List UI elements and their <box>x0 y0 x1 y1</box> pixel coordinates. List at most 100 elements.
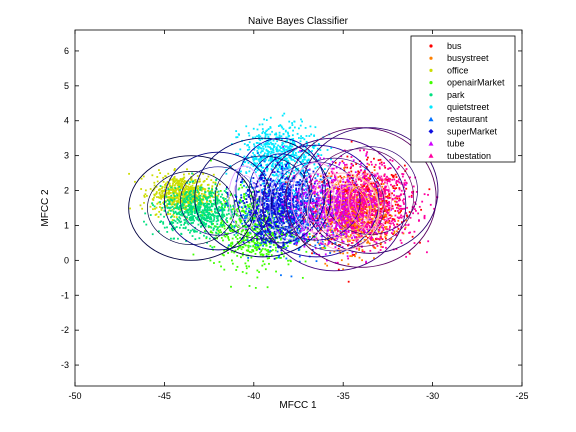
scatter-point <box>262 177 265 179</box>
scatter-point <box>262 179 265 182</box>
scatter-point <box>243 204 246 207</box>
scatter-point <box>193 186 196 189</box>
scatter-point <box>274 249 277 252</box>
scatter-point <box>262 219 264 222</box>
scatter-point <box>161 194 164 197</box>
scatter-point <box>288 171 290 174</box>
scatter-point <box>249 211 252 214</box>
scatter-point <box>379 210 382 213</box>
scatter-point <box>200 198 203 201</box>
scatter-point <box>269 202 272 205</box>
scatter-point <box>352 208 355 211</box>
scatter-point <box>182 206 185 209</box>
scatter-point <box>319 178 322 181</box>
scatter-point <box>241 222 244 225</box>
scatter-point <box>209 192 212 195</box>
scatter-point <box>246 204 249 206</box>
scatter-point <box>325 225 328 228</box>
scatter-point <box>263 143 266 146</box>
scatter-point <box>357 228 360 231</box>
scatter-point <box>151 202 154 205</box>
scatter-point <box>177 237 179 240</box>
scatter-point <box>385 214 388 217</box>
scatter-point <box>275 226 278 229</box>
scatter-point <box>394 200 396 203</box>
scatter-point <box>220 222 222 225</box>
scatter-point <box>344 181 347 184</box>
scatter-point <box>288 241 291 244</box>
scatter-point <box>283 167 286 170</box>
scatter-point <box>373 257 375 260</box>
scatter-point <box>248 251 251 253</box>
scatter-point <box>246 149 249 151</box>
scatter-point <box>187 211 190 214</box>
scatter-point <box>266 169 269 172</box>
scatter-point <box>263 211 266 214</box>
scatter-point <box>192 215 195 217</box>
scatter-point <box>219 229 222 231</box>
scatter-point <box>225 191 227 194</box>
scatter-point <box>350 205 353 208</box>
scatter-point <box>216 237 219 240</box>
scatter-point <box>310 208 313 210</box>
scatter-point <box>204 191 207 194</box>
scatter-point <box>356 213 358 216</box>
scatter-point <box>365 197 368 200</box>
scatter-point <box>335 183 338 186</box>
scatter-point <box>272 244 275 246</box>
scatter-point <box>267 213 270 216</box>
scatter-point <box>190 217 192 220</box>
scatter-point <box>289 195 291 198</box>
scatter-point <box>268 226 271 228</box>
scatter-point <box>184 227 187 230</box>
scatter-point <box>267 140 270 143</box>
scatter-point <box>226 191 229 194</box>
scatter-point <box>165 182 167 185</box>
scatter-point <box>287 202 289 205</box>
scatter-point <box>232 215 234 218</box>
scatter-point <box>269 158 272 160</box>
scatter-point <box>341 228 343 230</box>
scatter-point <box>193 215 196 217</box>
scatter-point <box>228 208 230 211</box>
scatter-point <box>238 200 241 203</box>
scatter-point <box>300 238 303 241</box>
scatter-point <box>302 152 305 155</box>
scatter-point <box>311 198 314 201</box>
scatter-point <box>263 198 266 201</box>
scatter-point <box>280 156 282 159</box>
scatter-point <box>221 215 224 218</box>
scatter-point <box>175 216 178 219</box>
scatter-point <box>316 208 319 211</box>
scatter-point <box>300 118 302 121</box>
scatter-point <box>217 208 220 210</box>
scatter-point <box>290 157 293 160</box>
scatter-point <box>178 191 181 193</box>
scatter-point <box>172 180 175 183</box>
scatter-point <box>367 221 370 224</box>
scatter-point <box>267 186 269 189</box>
scatter-point <box>236 248 239 251</box>
scatter-point <box>203 194 206 197</box>
scatter-point <box>271 238 274 241</box>
scatter-point <box>280 162 283 165</box>
scatter-point <box>186 216 188 219</box>
scatter-point <box>275 193 278 196</box>
scatter-point <box>255 232 258 235</box>
scatter-point <box>158 192 161 195</box>
scatter-point <box>292 196 295 198</box>
scatter-point <box>165 184 168 187</box>
scatter-point <box>359 192 362 195</box>
scatter-point <box>287 166 289 169</box>
scatter-point <box>199 197 201 200</box>
scatter-point <box>191 184 194 187</box>
scatter-point <box>268 194 270 197</box>
scatter-point <box>272 189 275 191</box>
scatter-point <box>157 230 160 233</box>
scatter-point <box>199 186 201 189</box>
scatter-point <box>248 210 251 213</box>
scatter-point <box>261 230 264 233</box>
scatter-point <box>197 196 200 199</box>
scatter-point <box>272 226 275 229</box>
scatter-point <box>344 188 346 191</box>
